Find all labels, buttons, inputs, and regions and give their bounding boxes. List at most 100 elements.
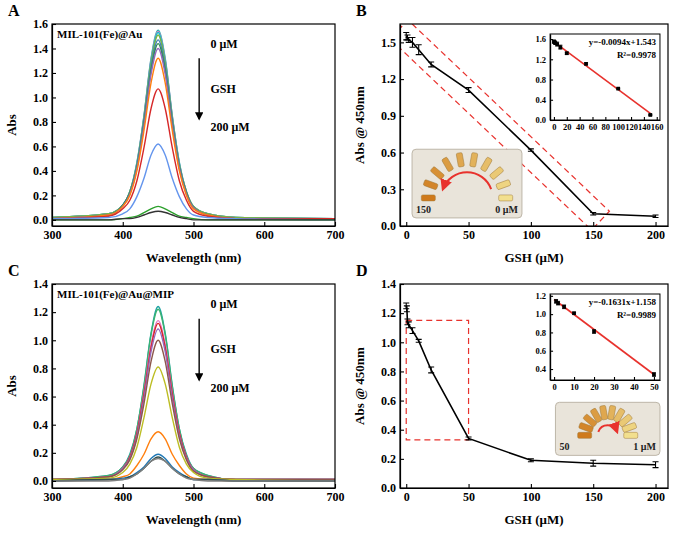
y-axis: 0.40.60.81.01.2: [535, 291, 553, 380]
tick-label: 200: [647, 490, 665, 504]
annotation: 200 μM: [210, 120, 249, 134]
axis-line: [400, 285, 401, 489]
tick: 100: [612, 117, 625, 132]
x-axis: 300400500600700: [44, 484, 345, 504]
tick-mark: [52, 397, 56, 398]
tick-mark: [123, 484, 124, 488]
y-axis-title: Abs: [4, 114, 19, 136]
tick-label: 0.0: [381, 481, 396, 495]
tick-mark: [657, 117, 658, 120]
tick-label: 1.4: [33, 42, 48, 56]
spectrum: [52, 35, 335, 219]
error-bar: [653, 462, 659, 468]
tick-mark: [52, 195, 56, 196]
tick-mark: [400, 226, 404, 227]
tick-label: 30: [610, 382, 619, 392]
tick: 100: [522, 484, 540, 504]
tick-label: 600: [256, 228, 274, 242]
tick-label: 0.0: [33, 474, 48, 488]
error-bar: [466, 437, 472, 440]
tick-mark: [400, 459, 404, 460]
y-axis: 0.00.40.81.21.6: [535, 34, 553, 125]
tick: 50: [650, 377, 659, 392]
tick: 0.9: [381, 109, 404, 123]
inset-frame: [550, 294, 660, 380]
tick: 0.8: [381, 365, 404, 379]
tick-label: 50: [463, 228, 475, 242]
photo: 1500 μM: [412, 149, 522, 218]
axis-line: [551, 380, 661, 381]
annotation: GSH: [210, 342, 236, 356]
tick-label: 0.0: [381, 219, 396, 233]
point: [652, 373, 656, 377]
tick: 1.2: [381, 72, 404, 86]
tick-label: 1.0: [33, 334, 48, 348]
inset: 010203040500.40.60.81.01.2y=-0.1631x+1.1…: [535, 291, 660, 392]
vial: [456, 152, 464, 167]
tick: 0.3: [381, 183, 404, 197]
tick: 0.0: [535, 115, 553, 125]
tick: 40: [576, 117, 585, 132]
tick-label: 0.0: [535, 115, 546, 125]
tick: 0.8: [33, 362, 56, 376]
tick: 600: [256, 222, 274, 242]
tick-label: 0.2: [381, 452, 396, 466]
tick-label: 1.0: [535, 309, 546, 319]
tick-label: 0.4: [535, 364, 546, 374]
tick: 0.0: [33, 213, 56, 227]
tick-label: 0.3: [381, 183, 396, 197]
tick-label: 1.6: [33, 17, 48, 31]
tick-label: 1.2: [535, 291, 546, 301]
vial: [578, 432, 592, 438]
point: [556, 301, 560, 305]
vial: [622, 422, 637, 432]
photo: 501 μM: [555, 402, 660, 455]
r-squared: R²=0.9989: [617, 310, 657, 320]
error-bar: [404, 306, 410, 312]
point: [592, 330, 596, 334]
tick-mark: [193, 484, 194, 488]
axis-line: [400, 25, 401, 227]
axis-line: [52, 285, 53, 489]
tick-mark: [554, 377, 555, 380]
photo-background: [412, 149, 522, 218]
tick-mark: [52, 481, 56, 482]
photo-label: 0 μM: [495, 204, 518, 215]
point: [562, 305, 566, 309]
spectrum: [52, 457, 335, 481]
error-bar: [528, 149, 534, 151]
tick-mark: [550, 120, 553, 121]
panel-letter: C: [8, 262, 20, 279]
inset-frame: [550, 34, 660, 120]
panel: 3004005006007000.00.20.40.60.81.01.21.4W…: [4, 262, 345, 527]
tick-label: 0.6: [33, 390, 48, 404]
x-axis: 020406080100120140160: [551, 117, 664, 132]
tick: 400: [114, 222, 132, 242]
error-bar: [584, 63, 588, 65]
equation: y=-0.1631x+1.158: [589, 297, 657, 307]
tick-label: 0.2: [33, 446, 48, 460]
tick-mark: [400, 313, 404, 314]
tick-label: 400: [114, 490, 132, 504]
tick-label: 300: [44, 490, 62, 504]
tick-mark: [593, 484, 594, 488]
point: [565, 51, 569, 55]
x-axis-title: Wavelength (nm): [146, 250, 242, 265]
vial: [421, 195, 435, 201]
annotation: 0 μM: [210, 297, 237, 311]
point: [648, 113, 652, 117]
tick-mark: [52, 48, 56, 49]
tick-label: 1.0: [33, 91, 48, 105]
error-bar: [653, 215, 659, 217]
vial: [423, 179, 438, 189]
tick-label: 0.4: [535, 95, 546, 105]
tick-mark: [550, 59, 553, 60]
tick-label: 500: [185, 228, 203, 242]
tick: 0.0: [381, 219, 404, 233]
tick-mark: [400, 488, 404, 489]
vial: [480, 157, 492, 172]
tick-label: 400: [114, 228, 132, 242]
spectrum: [52, 144, 335, 220]
panel: 0501001502000.00.20.40.60.81.01.21.4GSH …: [352, 262, 669, 527]
spectrum: [52, 44, 335, 219]
